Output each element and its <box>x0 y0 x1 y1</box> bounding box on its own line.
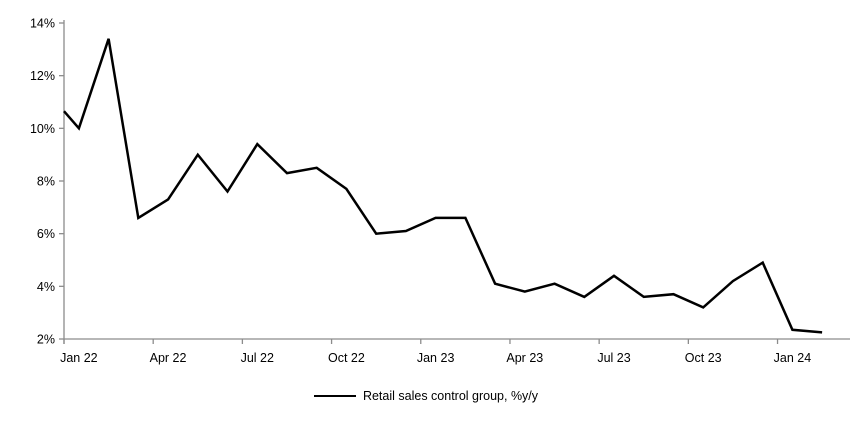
x-axis-tick-label: Jan 23 <box>417 351 455 365</box>
y-axis-tick-label: 8% <box>37 175 55 189</box>
x-axis-tick-label: Apr 23 <box>506 351 543 365</box>
x-axis-tick-label: Jul 22 <box>241 351 274 365</box>
x-axis-tick-label: Jan 24 <box>774 351 812 365</box>
x-axis-tick-label: Oct 23 <box>685 351 722 365</box>
series-line-retail-sales-control-group <box>63 38 823 334</box>
legend-line-sample <box>313 395 356 397</box>
x-axis-tick-label: Jul 23 <box>597 351 630 365</box>
y-axis-tick-label: 10% <box>30 122 55 136</box>
chart-legend: Retail sales control group, %y/y <box>0 389 852 403</box>
y-axis-tick-label: 14% <box>30 17 55 31</box>
x-axis-tick-label: Apr 22 <box>150 351 187 365</box>
x-axis-tick-label: Jan 22 <box>60 351 98 365</box>
y-axis-tick-label: 12% <box>30 69 55 83</box>
legend-label: Retail sales control group, %y/y <box>362 389 539 403</box>
y-axis-tick-label: 4% <box>37 280 55 294</box>
x-axis-tick-label: Oct 22 <box>328 351 365 365</box>
y-axis-tick-label: 2% <box>37 333 55 347</box>
y-axis-tick-label: 6% <box>37 227 55 241</box>
